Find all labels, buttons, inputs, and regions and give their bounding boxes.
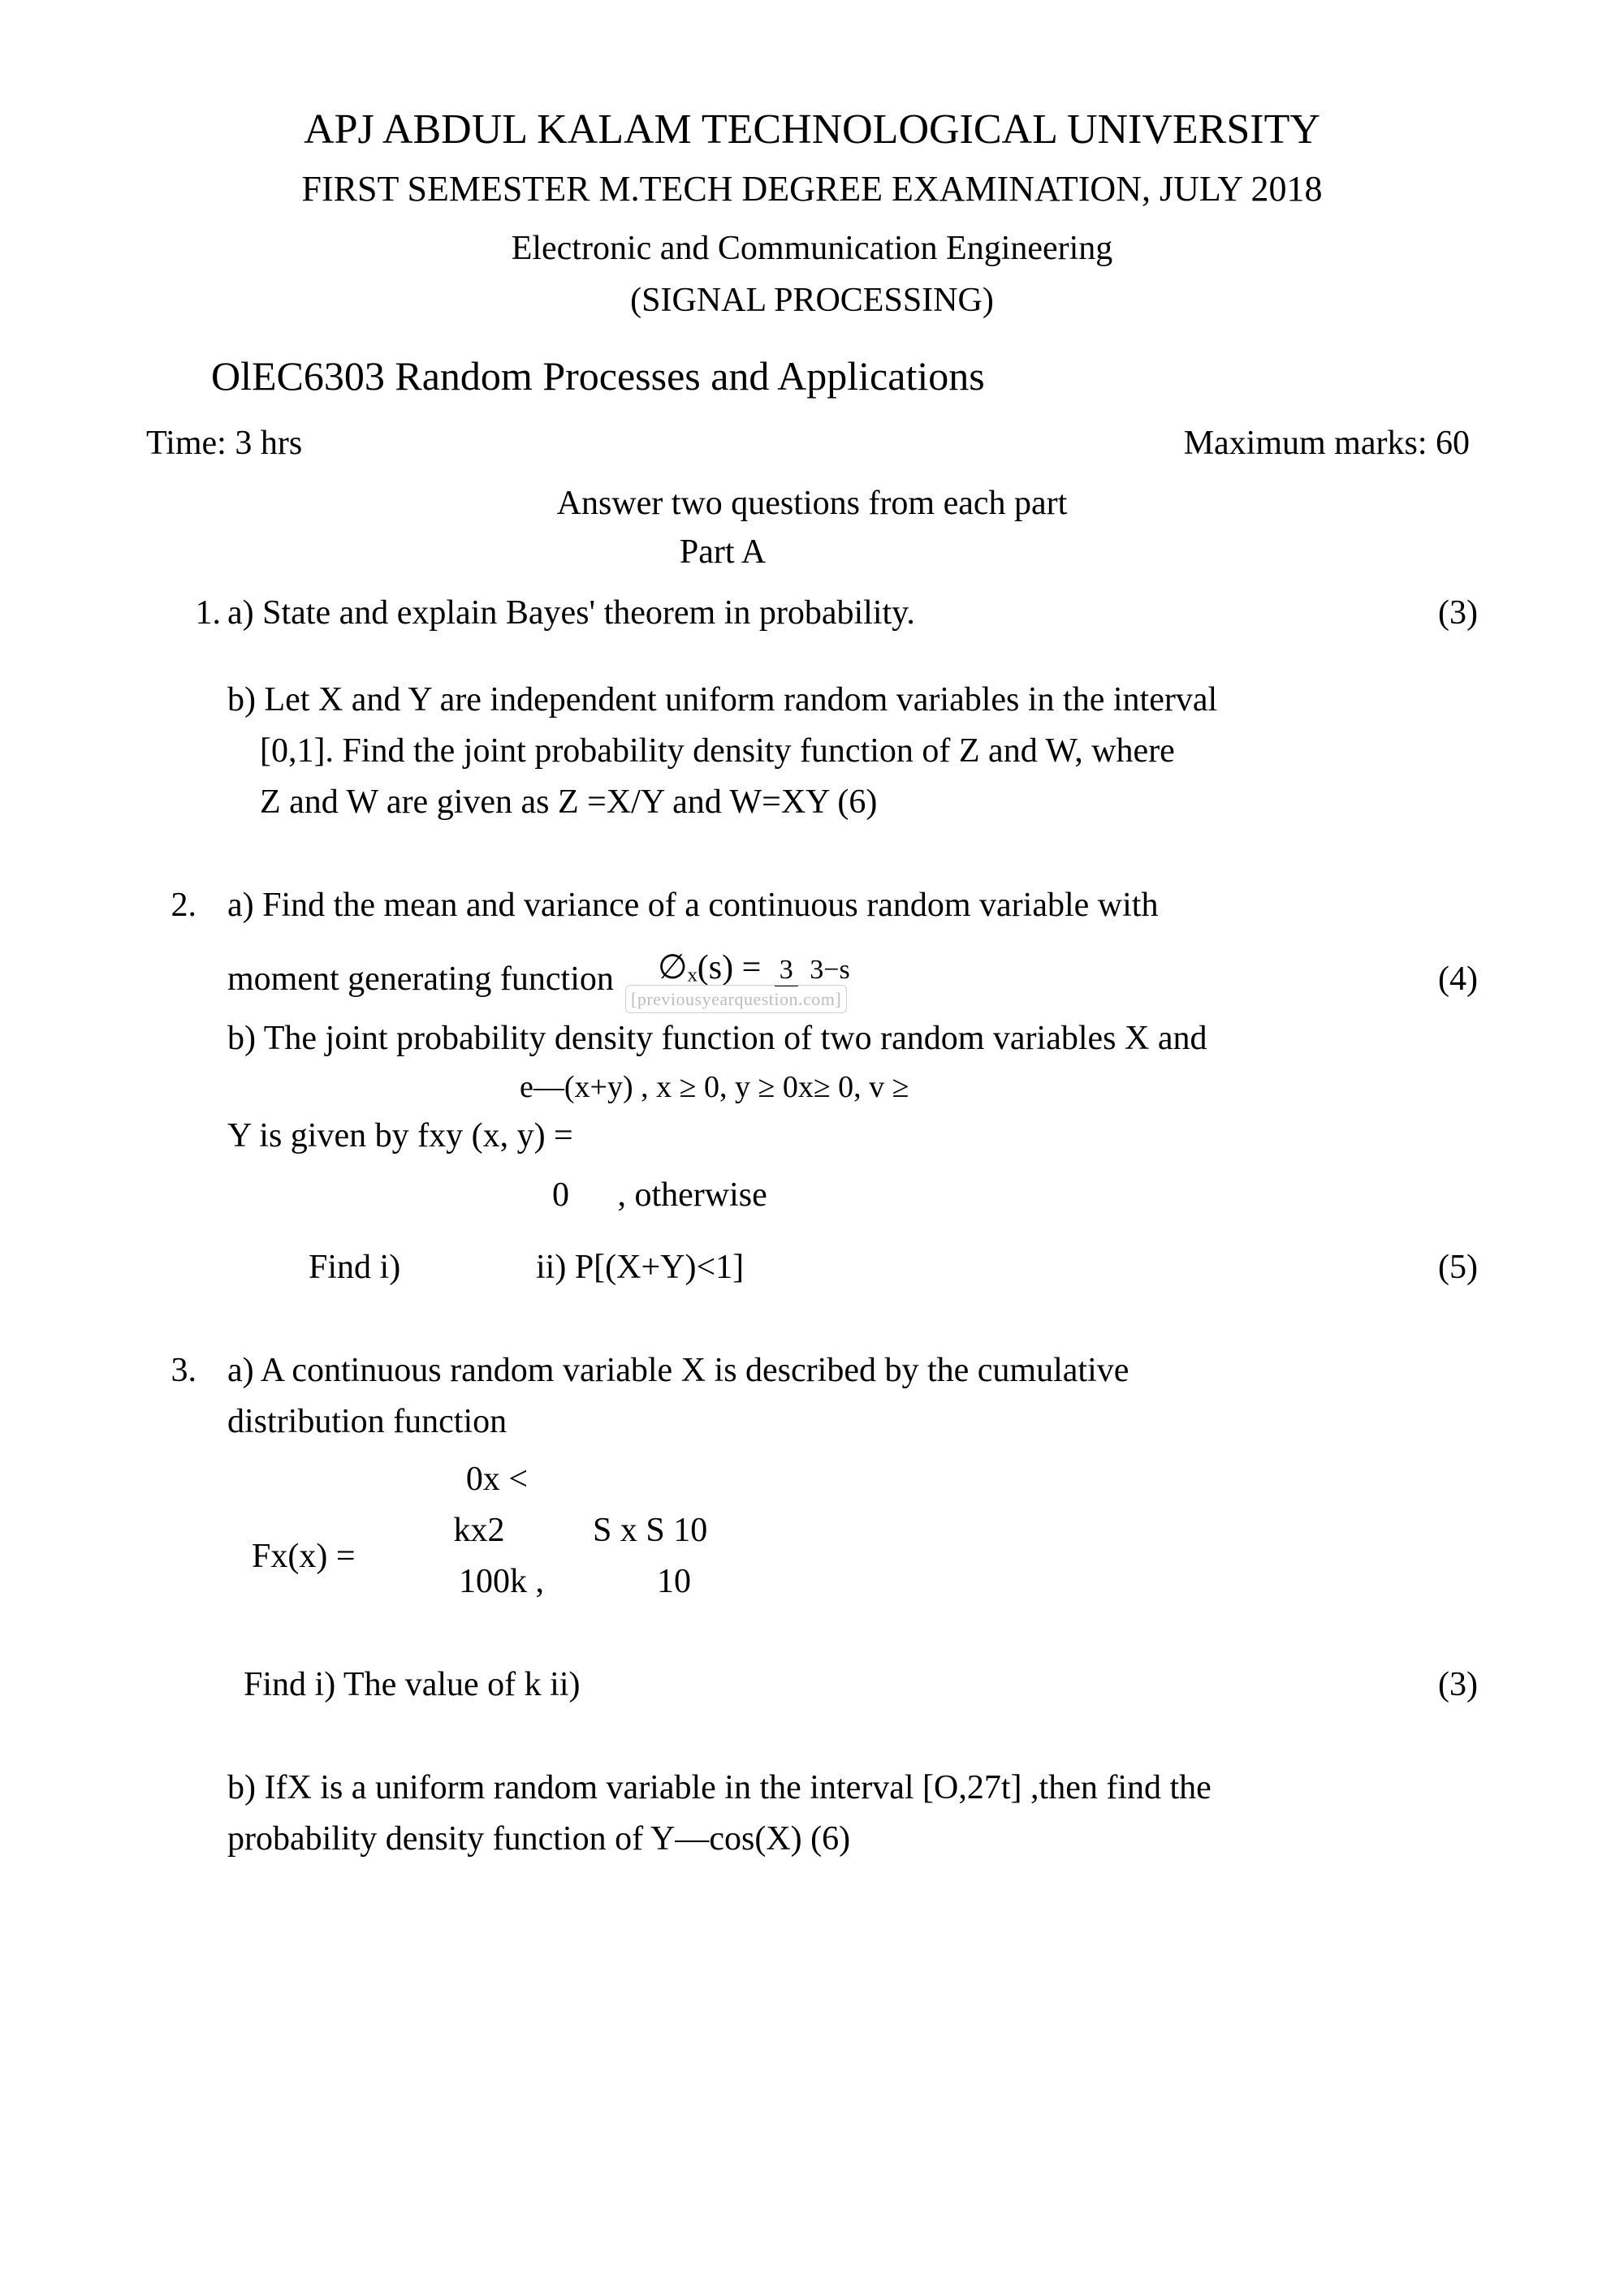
university-name: APJ ABDUL KALAM TECHNOLOGICAL UNIVERSITY <box>146 106 1478 153</box>
q3a-marks: (3) <box>1405 1659 1478 1711</box>
q3b-line2: probability density function of Y—cos(X)… <box>227 1814 1389 1865</box>
q3-fx-lhs: Fx(x) = <box>252 1531 382 1582</box>
q1-number: 1. <box>146 588 227 639</box>
q1a-marks: (3) <box>1405 588 1478 639</box>
q3-piecewise: 0x < <box>414 1454 755 1505</box>
q2b-else-val: 0 <box>552 1170 609 1221</box>
course-title: OlEC6303 Random Processes and Applicatio… <box>146 352 1478 399</box>
stream: (SIGNAL PROCESSING) <box>146 281 1478 320</box>
q1b-line2: [0,1]. Find the joint probability densit… <box>227 726 1389 777</box>
exam-title: FIRST SEMESTER M.TECH DEGREE EXAMINATION… <box>146 168 1478 209</box>
instruction: Answer two questions from each part <box>146 484 1478 523</box>
q2b-line1: b) The joint probability density functio… <box>227 1013 1389 1064</box>
department: Electronic and Communication Engineering <box>146 229 1478 268</box>
q2b-marks: (5) <box>1405 1242 1478 1293</box>
q2b-line2: Y is given by fxy (x, y) = <box>227 1111 1389 1162</box>
q1b-line3: Z and W are given as Z =X/Y and W=XY (6) <box>227 777 1389 828</box>
q3-number: 3. <box>146 1345 203 1448</box>
q1a-text: a) State and explain Bayes' theorem in p… <box>227 588 1405 639</box>
q3b-line1: b) IfX is a uniform random variable in t… <box>227 1763 1389 1814</box>
q2-find-ii: ii) P[(X+Y)<1] <box>536 1242 744 1293</box>
watermark: [previousyearquestion.com] <box>625 985 847 1013</box>
q2b-condition: e—(x+y) , x ≥ 0, y ≥ 0x≥ 0, v ≥ <box>227 1064 1389 1111</box>
q3a-line2: distribution function <box>227 1396 1389 1448</box>
q1b-line1: b) Let X and Y are independent uniform r… <box>227 675 1389 726</box>
q2-find-i: Find i) <box>309 1242 536 1293</box>
max-marks: Maximum marks: 60 <box>1184 424 1470 463</box>
q3-find: Find i) The value of k ii) <box>203 1659 1405 1711</box>
q2a-line2: moment generating function <box>227 960 614 998</box>
q2-number: 2. <box>146 880 203 931</box>
q2b-else-text: , otherwise <box>618 1176 767 1214</box>
time-allowed: Time: 3 hrs <box>146 424 302 463</box>
q2a-line1: a) Find the mean and variance of a conti… <box>227 880 1389 931</box>
q2a-marks: (4) <box>1405 954 1478 1005</box>
part-label: Part A <box>146 533 1478 572</box>
q3a-line1: a) A continuous random variable X is des… <box>227 1345 1389 1396</box>
